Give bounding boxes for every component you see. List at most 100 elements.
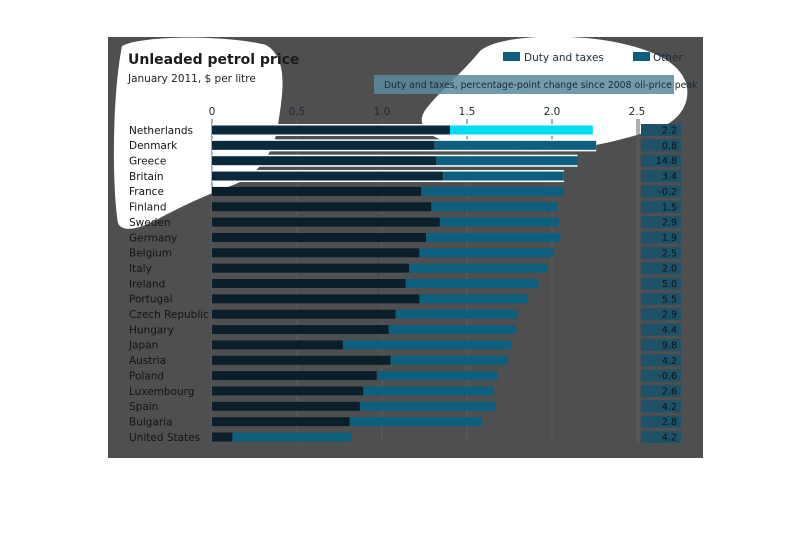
category-label: Hungary: [129, 324, 174, 336]
chart-panel: Unleaded petrol price January 2011, $ pe…: [108, 37, 703, 458]
bar-duty: [212, 263, 410, 273]
x-tick-label: 0: [209, 106, 216, 118]
bar-duty: [212, 232, 427, 242]
highlight-blob-right: [421, 37, 688, 152]
bar-other: [409, 263, 547, 273]
side-value-box: [641, 354, 681, 367]
bar-duty: [212, 386, 364, 396]
bar-duty: [212, 217, 440, 227]
side-note-box: [374, 75, 674, 94]
bar-other: [419, 294, 529, 304]
bar-other: [395, 309, 518, 319]
bar-other: [450, 125, 593, 135]
bar-rows: Netherlands 2.2 Denmark 0.8 Greece 14.8 Britai…: [128, 124, 681, 444]
legend-swatch-other: [633, 52, 650, 61]
bar-duty: [212, 125, 450, 135]
side-value-box: [641, 338, 681, 351]
side-value: 2.6: [662, 386, 677, 397]
legend: Duty and taxes Other: [503, 52, 683, 64]
side-value: 4.2: [662, 356, 677, 367]
side-value-box: [641, 262, 681, 275]
category-label: Poland: [129, 370, 164, 382]
side-value: 2.0: [662, 264, 677, 275]
side-value: -0.2: [658, 187, 677, 198]
bar-other: [436, 156, 578, 166]
x-tick-label: 1.0: [374, 106, 391, 118]
bar-duty: [212, 309, 396, 319]
bar-other: [349, 417, 483, 427]
side-value-box: [641, 323, 681, 336]
side-value: 1.9: [662, 233, 677, 244]
bar-duty: [212, 355, 391, 365]
category-label: Spain: [129, 401, 158, 413]
bar-duty: [212, 186, 422, 196]
x-tick-label: 1.5: [459, 106, 476, 118]
side-value: 2.2: [662, 126, 677, 137]
category-label: Austria: [129, 355, 166, 367]
side-value-box: [641, 400, 681, 413]
category-label: Belgium: [129, 248, 172, 260]
side-value: -0.6: [658, 371, 677, 382]
side-value-box: [641, 139, 681, 152]
side-value-box: [641, 277, 681, 290]
category-label: Japan: [128, 340, 158, 352]
side-value-box: [641, 216, 681, 229]
legend-swatch-duty: [503, 52, 520, 61]
bar-duty: [212, 140, 435, 150]
bar-other: [376, 371, 498, 381]
side-value-box: [641, 170, 681, 183]
bar-duty: [212, 156, 437, 166]
chart-title: Unleaded petrol price: [128, 52, 299, 68]
side-value-box: [641, 415, 681, 428]
side-value: 9.8: [662, 340, 677, 351]
bar-other: [390, 355, 508, 365]
category-label: Ireland: [129, 278, 165, 290]
x-tick-label: 2.5: [629, 106, 646, 118]
x-tick-label: 0.5: [289, 106, 306, 118]
side-value: 1.5: [662, 202, 677, 213]
side-value: 2.9: [662, 218, 677, 229]
side-value: 3.4: [662, 172, 677, 183]
category-label: Italy: [129, 263, 152, 275]
x-axis-ticks: 0 0.5 1.0 1.5 2.0 2.5: [209, 106, 646, 118]
bar-duty: [212, 325, 389, 335]
legend-label-other: Other: [653, 52, 683, 64]
bar-duty: [212, 417, 350, 427]
bar-other: [434, 140, 597, 150]
side-value-box: [641, 246, 681, 259]
bar-duty: [212, 371, 377, 381]
bar-other: [359, 401, 496, 411]
side-value-box: [641, 308, 681, 321]
side-note: Duty and taxes, percentage-point change …: [384, 80, 698, 91]
legend-label-duty: Duty and taxes: [524, 52, 604, 64]
bar-other: [421, 186, 564, 196]
bar-duty: [212, 279, 406, 288]
category-label: Finland: [129, 202, 167, 214]
bar-other: [363, 386, 495, 396]
bar-other: [443, 171, 564, 181]
side-value: 5.5: [662, 294, 677, 305]
bar-duty: [212, 294, 420, 304]
category-label: Germany: [129, 232, 177, 244]
side-value-box: [641, 154, 681, 167]
category-label: Netherlands: [129, 125, 193, 137]
side-value: 14.8: [656, 156, 677, 167]
bar-other: [419, 248, 554, 258]
category-label: Britain: [129, 171, 164, 183]
side-value: 4.2: [662, 402, 677, 413]
side-value-box: [641, 292, 681, 305]
category-label: Denmark: [129, 140, 178, 152]
bar-other: [426, 232, 561, 242]
side-value-box: [641, 384, 681, 397]
x-tick-label: 2.0: [544, 106, 561, 118]
side-value: 4.2: [662, 433, 677, 444]
side-value-box: [641, 431, 681, 443]
bar-other: [232, 432, 352, 442]
category-label: Sweden: [129, 217, 171, 229]
side-value: 2.5: [662, 248, 677, 259]
side-value-box: [641, 124, 681, 136]
side-value: 0.8: [662, 141, 677, 152]
side-value-box: [641, 369, 681, 382]
category-label: United States: [129, 432, 200, 444]
side-value-box: [641, 200, 681, 213]
